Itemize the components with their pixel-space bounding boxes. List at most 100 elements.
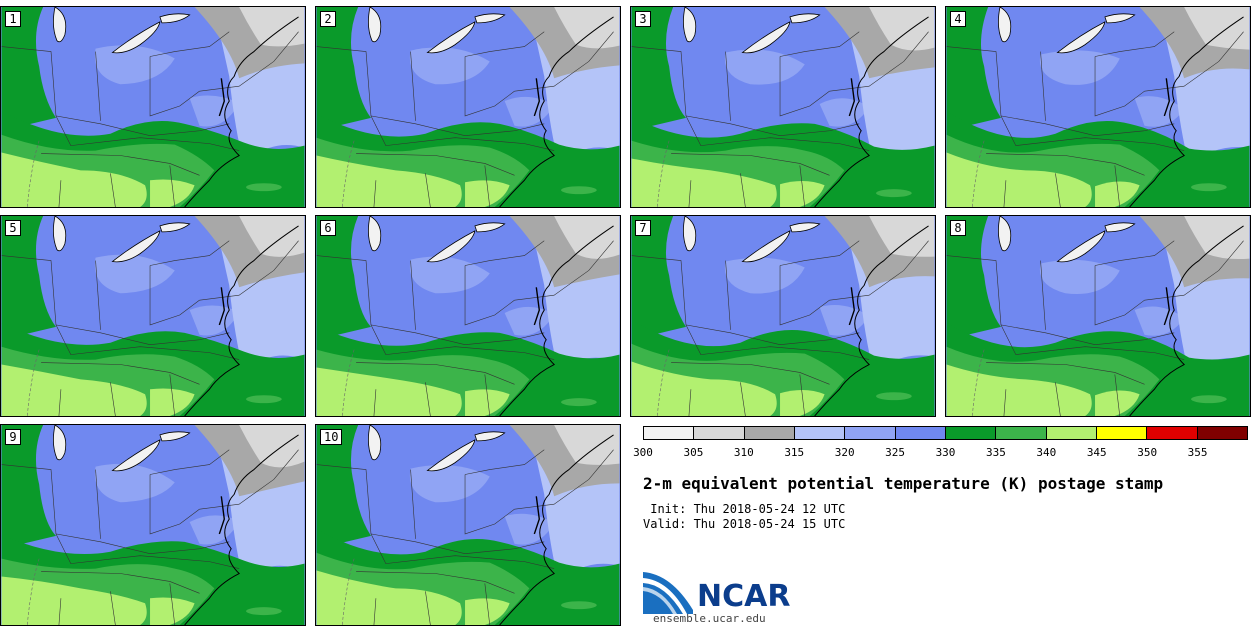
lake	[741, 230, 791, 263]
airmass-region	[316, 425, 371, 549]
lake	[53, 7, 67, 43]
lake	[474, 431, 506, 442]
state-boundaries	[656, 140, 670, 207]
lake	[789, 222, 821, 233]
airmass-region	[189, 305, 240, 336]
colorbar-segment	[995, 427, 1046, 439]
member-number-label: 1	[5, 11, 21, 27]
state-boundaries	[341, 349, 355, 416]
coastline	[848, 287, 855, 326]
airmass-region	[869, 7, 935, 51]
state-boundaries	[631, 31, 929, 207]
airmass-region	[1184, 216, 1250, 260]
airmass-region	[316, 155, 462, 207]
coastline	[814, 16, 929, 207]
airmass-region	[554, 216, 620, 259]
airmass-region	[946, 364, 1092, 416]
colorbar-tick-label: 310	[733, 446, 754, 459]
coastline	[184, 434, 299, 625]
coastline	[184, 16, 299, 207]
colorbar-segment	[693, 427, 744, 439]
airmass-region	[94, 45, 175, 85]
airmass-region	[1, 216, 56, 340]
ensemble-member-panel: 6	[315, 215, 621, 417]
airmass-region	[316, 570, 462, 625]
airmass-region	[316, 7, 371, 131]
airmass-region	[780, 389, 825, 416]
airmass-region	[94, 254, 175, 294]
airmass-region	[1, 7, 56, 131]
airmass-region	[239, 425, 305, 468]
airmass-region	[869, 216, 935, 257]
ensemble-member-panel: 8	[945, 215, 1251, 417]
map-plot	[316, 216, 620, 416]
ncar-url: ensemble.ucar.edu	[653, 612, 766, 625]
member-number-label: 2	[320, 11, 336, 27]
lake	[474, 13, 506, 24]
lake	[1104, 222, 1136, 233]
airmass-region	[876, 392, 912, 401]
state-boundaries	[946, 240, 1244, 416]
airmass-region	[1095, 181, 1140, 207]
coastline	[1129, 16, 1244, 207]
member-number-label: 10	[320, 429, 343, 445]
airmass-region	[946, 216, 1001, 340]
airmass-region	[150, 597, 195, 625]
airmass-region	[631, 216, 686, 340]
colorbar	[643, 426, 1248, 440]
map-plot	[631, 7, 935, 207]
init-time: Init: Thu 2018-05-24 12 UTC	[643, 502, 846, 516]
airmass-region	[631, 361, 777, 416]
ensemble-member-panel: 2	[315, 6, 621, 208]
member-number-label: 4	[950, 11, 966, 27]
coastline	[848, 78, 855, 117]
lake	[789, 13, 821, 24]
map-plot	[1, 7, 305, 207]
coastline	[499, 225, 614, 416]
airmass-region	[946, 7, 1001, 131]
airmass-region	[631, 158, 777, 207]
map-plot	[316, 425, 620, 625]
ensemble-member-panel: 5	[0, 215, 306, 417]
colorbar-tick-label: 340	[1036, 446, 1057, 459]
coastline	[1163, 78, 1170, 117]
ensemble-member-panel: 1	[0, 6, 306, 208]
airmass-region	[316, 367, 462, 416]
coastline	[814, 225, 929, 416]
ensemble-member-panel: 3	[630, 6, 936, 208]
map-plot	[631, 216, 935, 416]
state-boundaries	[341, 140, 355, 207]
airmass-region	[561, 601, 597, 610]
lake	[741, 21, 791, 54]
airmass-region	[554, 425, 620, 465]
ensemble-member-panel: 7	[630, 215, 936, 417]
lake	[368, 7, 382, 43]
colorbar-segment	[1196, 427, 1247, 439]
state-boundaries	[26, 558, 40, 625]
state-boundaries	[26, 349, 40, 416]
lake	[53, 425, 67, 461]
colorbar-tick-label: 325	[885, 446, 906, 459]
state-boundaries	[971, 349, 985, 416]
airmass-region	[819, 304, 870, 336]
airmass-region	[239, 216, 305, 257]
airmass-region	[465, 180, 510, 207]
airmass-region	[1, 152, 147, 207]
member-number-label: 5	[5, 220, 21, 236]
colorbar-segment	[894, 427, 945, 439]
airmass-region	[780, 180, 825, 207]
map-plot	[1, 425, 305, 625]
airmass-region	[876, 189, 912, 198]
state-boundaries	[1, 449, 299, 625]
ensemble-member-panel: 9	[0, 424, 306, 626]
lake	[998, 7, 1012, 43]
lake	[159, 431, 191, 442]
state-boundaries	[316, 31, 614, 207]
airmass-region	[150, 388, 195, 416]
airmass-region	[1039, 259, 1120, 294]
colorbar-tick-label: 320	[834, 446, 855, 459]
colorbar-tick-label: 345	[1086, 446, 1107, 459]
airmass-region	[246, 395, 282, 404]
member-number-label: 7	[635, 220, 651, 236]
coastline	[218, 78, 225, 117]
